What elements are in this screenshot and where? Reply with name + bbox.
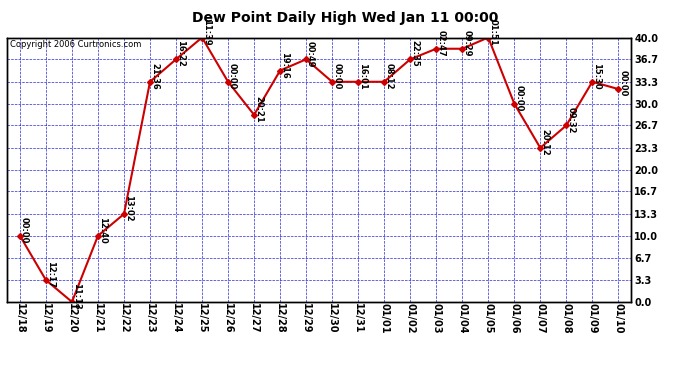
Text: 16:01: 16:01 <box>358 63 367 90</box>
Text: 11:13: 11:13 <box>72 283 81 310</box>
Text: 20:12: 20:12 <box>540 129 549 156</box>
Text: 00:00: 00:00 <box>618 70 627 97</box>
Text: Dew Point Daily High Wed Jan 11 00:00: Dew Point Daily High Wed Jan 11 00:00 <box>192 11 498 25</box>
Text: 00:00: 00:00 <box>20 217 29 243</box>
Text: 13:02: 13:02 <box>124 195 133 222</box>
Text: 12:17: 12:17 <box>46 261 55 288</box>
Text: 09:29: 09:29 <box>462 30 471 56</box>
Text: 21:36: 21:36 <box>150 63 159 90</box>
Text: 08:12: 08:12 <box>384 63 393 90</box>
Text: 22:35: 22:35 <box>410 40 420 67</box>
Text: 09:32: 09:32 <box>566 106 575 133</box>
Text: 15:30: 15:30 <box>592 63 601 90</box>
Text: 00:00: 00:00 <box>332 63 341 89</box>
Text: 00:00: 00:00 <box>228 63 237 89</box>
Text: 11:39: 11:39 <box>202 19 211 45</box>
Text: 00:00: 00:00 <box>514 85 523 111</box>
Text: 19:16: 19:16 <box>280 52 289 78</box>
Text: 01:51: 01:51 <box>489 19 497 45</box>
Text: 20:21: 20:21 <box>254 96 263 123</box>
Text: Copyright 2006 Curtronics.com: Copyright 2006 Curtronics.com <box>10 40 141 49</box>
Text: 16:22: 16:22 <box>176 40 185 67</box>
Text: 12:40: 12:40 <box>98 217 107 244</box>
Text: 00:49: 00:49 <box>306 40 315 67</box>
Text: 02:47: 02:47 <box>436 30 445 57</box>
